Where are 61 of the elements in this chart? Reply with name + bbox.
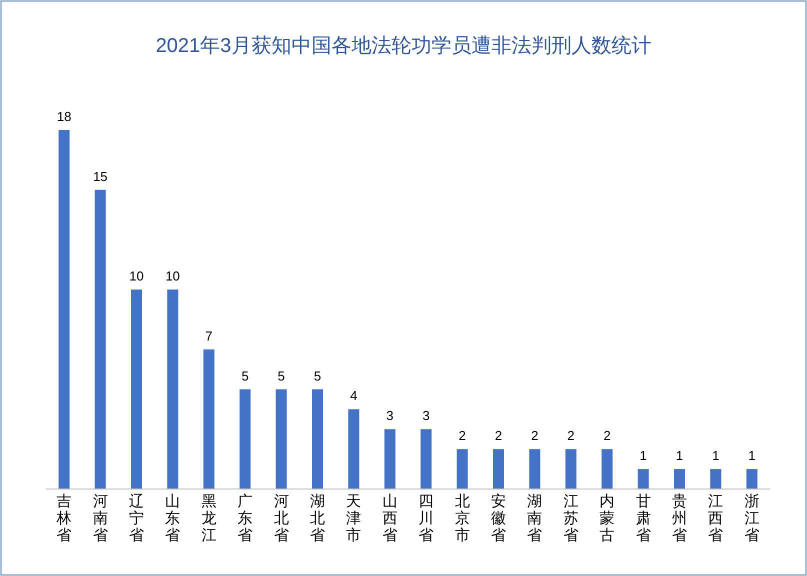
bar (131, 290, 142, 489)
data-label: 2 (531, 428, 538, 444)
bar (746, 469, 758, 489)
bar (420, 429, 432, 489)
x-tick-label: 安徽省 (491, 493, 506, 544)
bar (203, 349, 214, 489)
bar (240, 389, 251, 489)
x-tick-label: 吉林省 (56, 493, 72, 544)
data-label: 5 (314, 368, 322, 384)
x-tick-label: 河北省 (274, 493, 289, 544)
x-tick-label: 江西省 (708, 493, 724, 544)
bar (276, 389, 287, 489)
data-label: 7 (205, 328, 213, 344)
data-label: 10 (129, 268, 144, 284)
data-label: 5 (241, 368, 249, 384)
x-tick-label: 山东省 (165, 493, 180, 544)
bar (529, 449, 540, 489)
x-tick-label: 四川省 (418, 493, 434, 544)
bar (638, 469, 649, 489)
data-label: 1 (712, 448, 720, 464)
data-label: 5 (278, 368, 285, 384)
bar (456, 449, 468, 489)
data-label: 3 (386, 408, 394, 424)
x-tick-label: 浙江省 (744, 493, 760, 544)
data-label: 10 (165, 268, 180, 284)
data-label: 1 (748, 448, 756, 464)
x-tick-label: 天津市 (346, 493, 362, 544)
x-tick-label: 内蒙古 (600, 493, 615, 544)
data-label: 18 (56, 109, 72, 124)
bar (565, 449, 576, 489)
bar (710, 469, 722, 489)
x-tick-label: 贵州省 (672, 493, 687, 544)
x-tick-label: 湖北省 (310, 493, 325, 544)
bar (167, 290, 178, 489)
x-tick-label: 黑龙江 (201, 493, 216, 544)
data-label: 1 (676, 448, 684, 464)
chart-title: 2021年3月获知中国各地法轮功学员遭非法判刑人数统计 (156, 35, 652, 57)
x-tick-label: 广东省 (238, 493, 253, 544)
x-tick-label: 北京市 (454, 493, 470, 544)
bar (94, 190, 106, 489)
data-label: 1 (640, 448, 647, 464)
data-label: 4 (350, 388, 358, 404)
bar (58, 130, 70, 489)
bar (312, 389, 323, 489)
x-tick-label: 湖南省 (527, 493, 542, 544)
bar (602, 449, 613, 489)
data-label: 15 (93, 168, 108, 184)
x-tick-label: 江苏省 (563, 493, 578, 544)
x-tick-label: 辽宁省 (129, 493, 144, 544)
bar (384, 429, 396, 489)
x-tick-label: 山西省 (382, 493, 398, 544)
data-label: 2 (458, 428, 466, 444)
x-tick-label: 河南省 (92, 493, 108, 544)
bar (674, 469, 685, 489)
bar (348, 409, 360, 489)
data-label: 2 (494, 428, 502, 444)
x-tick-label: 甘肃省 (636, 493, 651, 544)
data-label: 3 (422, 408, 430, 424)
data-label: 2 (567, 428, 575, 444)
data-label: 2 (603, 428, 611, 444)
bar (493, 449, 504, 489)
